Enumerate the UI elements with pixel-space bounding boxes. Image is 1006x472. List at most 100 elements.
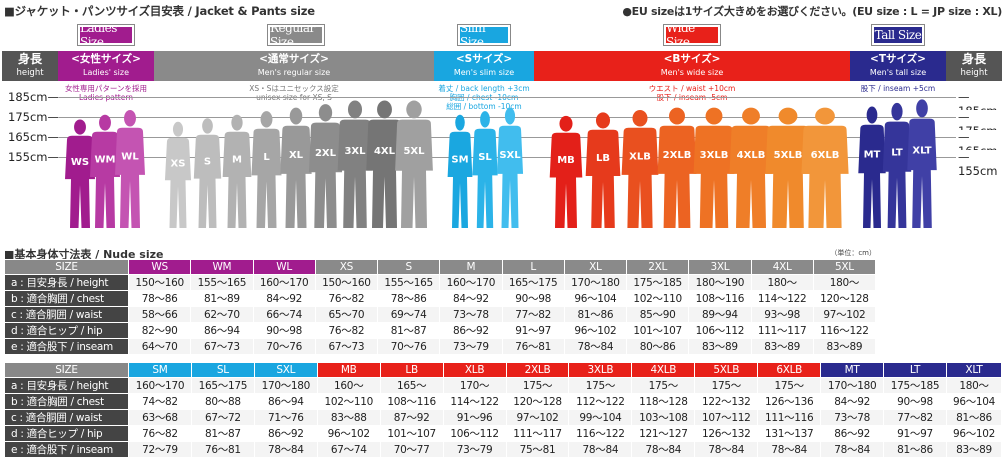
size-header-cell: M [439,259,503,275]
table-cell: 84〜92 [820,393,885,410]
table-cell: 111〜117 [505,425,570,442]
table-cell: 65〜70 [314,306,379,323]
table-cell: 150〜160 [314,274,379,291]
size-header-cell: WS [127,259,192,275]
figure-head [99,114,111,131]
table-cell: 85〜90 [625,306,690,323]
figure-wl: WL [115,110,145,228]
table-cell: 175〜 [568,377,633,394]
size-header-cell: SIZE [4,362,129,378]
figure-size-label: XLT [912,145,931,156]
table-cell: 78〜86 [376,290,441,307]
wide-band: <Bサイズ> Men's wide size [534,51,850,81]
table-cell: 77〜82 [883,409,947,426]
row-label: c : 適合胴囲 / waist [4,409,129,426]
table-cell: 108〜116 [688,290,752,307]
figure-2xl: 2XL [308,104,343,228]
height-jp: 身長 [17,52,42,66]
table-cell: 73〜78 [439,306,503,323]
table-cell: 170〜180 [253,377,318,394]
figure-3xl: 3XL [337,100,373,228]
table-cell: 86〜92 [253,425,318,442]
figure-head [377,100,392,119]
size-header-cell: SM [128,362,192,378]
figure-size-label: LB [596,153,610,164]
table-cell: 76〜82 [128,425,192,442]
figure-ws: WS [65,119,95,228]
figure-body [729,125,773,228]
band-jp: <女性サイズ> [71,53,141,65]
table-cell: 180〜 [945,377,1003,394]
table-cell: 180〜 [812,274,877,291]
table-cell: 108〜116 [379,393,444,410]
figure-head [406,100,422,119]
row-label: e : 適合股下 / inseam [4,441,129,458]
size-header-cell: XS [314,259,379,275]
figure-size-label: 2XLB [663,150,692,161]
figure-head [778,107,798,125]
band-jp: <Bサイズ> [663,53,721,65]
figure-sxl: SXL [496,107,524,228]
table-cell: 175〜 [757,377,822,394]
table-cell: 81〜87 [376,322,441,339]
table-cell: 121〜127 [631,425,696,442]
row-label: d : 適合ヒップ / hip [4,425,129,442]
height-en: height [16,68,44,78]
table-cell: 91〜97 [883,425,947,442]
table-row: d : 適合ヒップ / hip 82〜90 86〜94 90〜98 76〜82 81〜87… [4,322,877,339]
figure-head [742,107,760,125]
table-cell: 93〜98 [750,306,814,323]
tall-note: 股下 / inseam +5cm [850,84,946,93]
table-cell: 118〜128 [631,393,696,410]
table-cell: 78〜86 [127,290,192,307]
figure-head [916,99,928,118]
table-cell: 160〜170 [252,274,316,291]
size-header-cell: S [376,259,441,275]
table-cell: 76〜82 [314,322,379,339]
table-cell: 111〜117 [750,322,814,339]
size-header-cell: XLT [945,362,1003,378]
figure-size-label: 5XL [403,146,425,157]
table-cell: 116〜122 [568,425,633,442]
figure-head [632,110,648,127]
table-cell: 81〜87 [190,425,255,442]
table-cell: 170〜180 [563,274,628,291]
table-cell: 126〜132 [694,425,759,442]
height-mark-label: 175cm— [8,110,59,124]
figure-xlt: XLT [907,99,937,228]
figure-m: M [222,114,252,228]
table-cell: 160〜170 [439,274,503,291]
table-cell: 102〜110 [625,290,690,307]
table-cell: 73〜79 [439,338,503,355]
figure-size-label: WM [95,154,116,165]
table-cell: 150〜160 [127,274,192,291]
table-cell: 70〜76 [376,338,441,355]
figure-size-label: SL [478,152,492,163]
figure-size-label: MB [557,155,575,166]
figure-mb: MB [549,115,583,228]
table-cell: 84〜92 [252,290,316,307]
row-label: c : 適合胴囲 / waist [4,306,129,323]
size-header-cell: 5XL [812,259,877,275]
figure-body [115,127,145,228]
figure-size-label: L [263,152,270,163]
size-header-cell: 3XL [688,259,752,275]
figure-head [504,107,516,125]
table-cell: 112〜122 [568,393,633,410]
table-cell: 101〜107 [379,425,444,442]
table-cell: 81〜89 [190,290,254,307]
note-line: ウエスト / waist +10cm [648,84,736,93]
table-cell: 126〜136 [757,393,822,410]
table-cell: 67〜73 [314,338,379,355]
figure-head [74,119,86,135]
height-header-right: 身長 height [946,51,1002,81]
table-cell: 78〜84 [694,441,759,458]
table-cell: 72〜79 [128,441,192,458]
table-cell: 64〜70 [127,338,192,355]
table-cell: 74〜82 [128,393,192,410]
table-cell: 97〜102 [812,306,877,323]
height-mark-label: —155cm [958,150,1006,178]
band-jp: <Sサイズ> [455,53,513,65]
size-header-cell: 5XLB [694,362,759,378]
